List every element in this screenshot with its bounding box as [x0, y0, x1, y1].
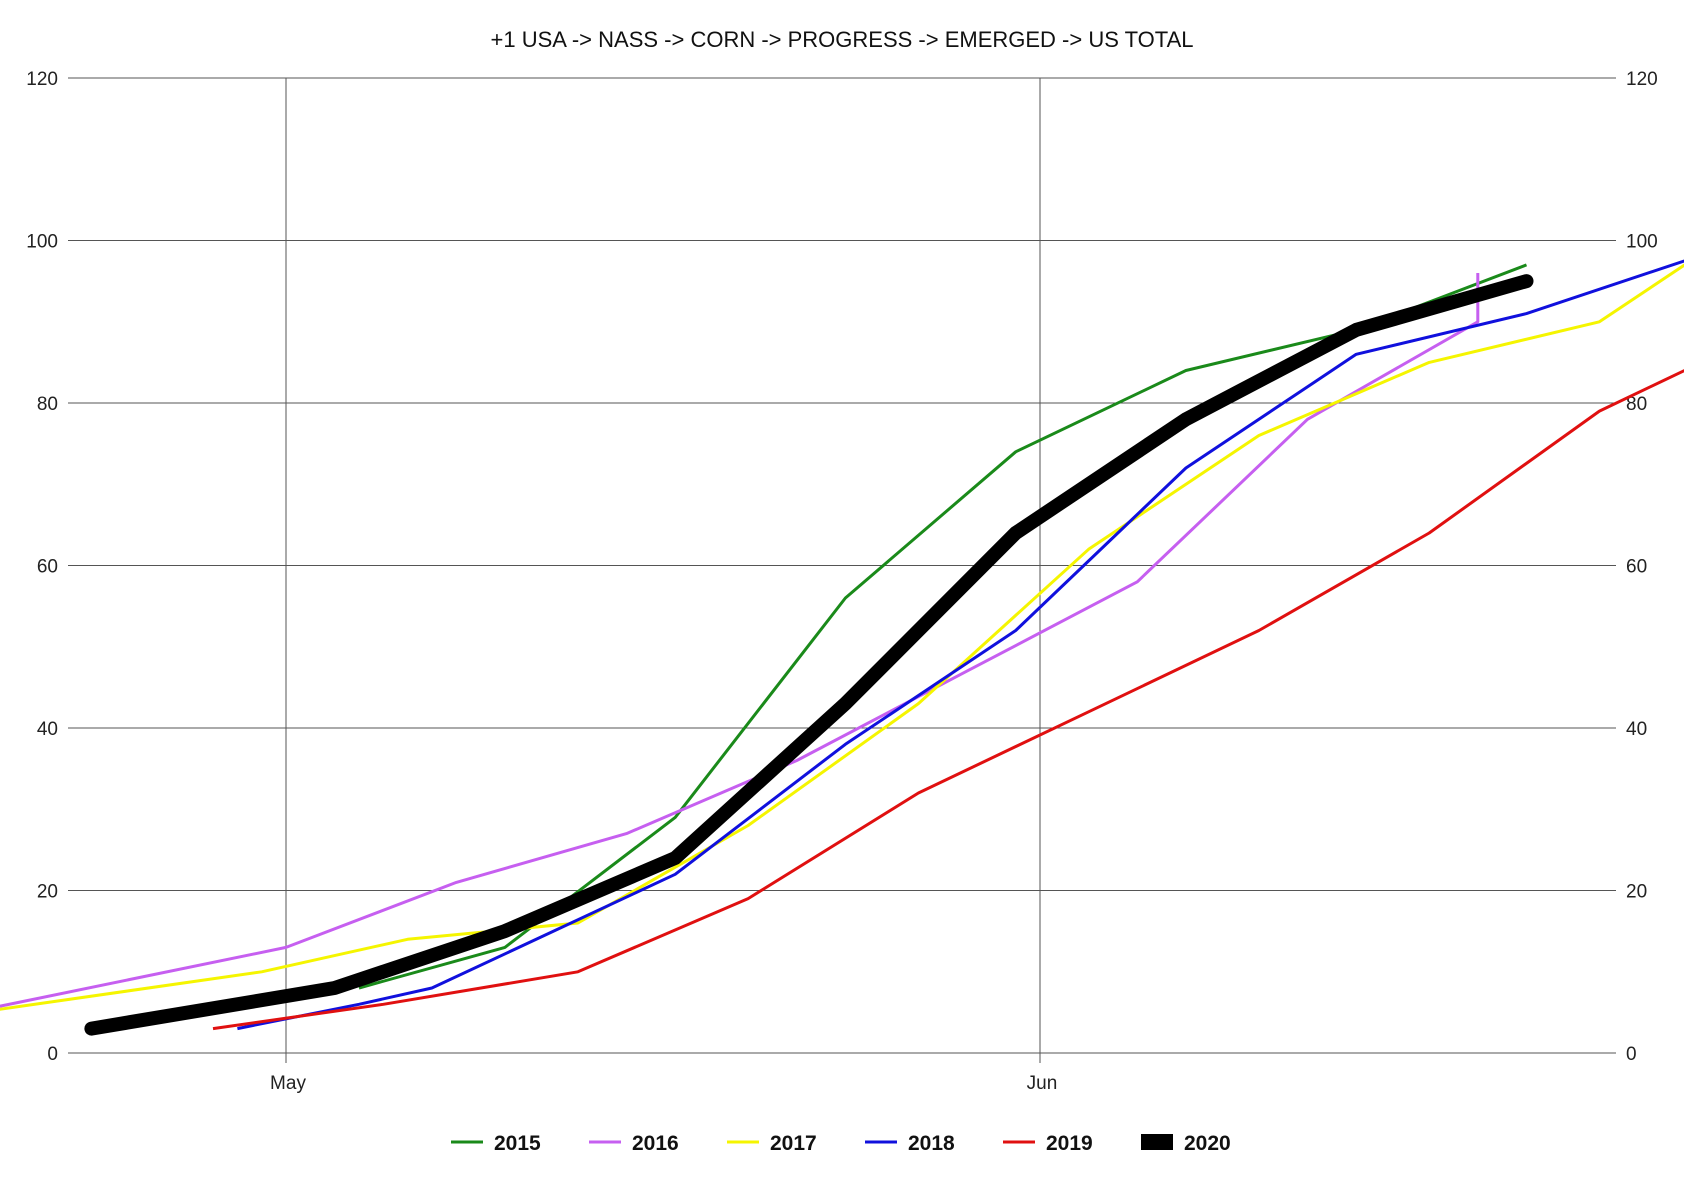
y-tick-label-right: 120 — [1626, 69, 1658, 90]
legend-item-2019: 2019 — [1003, 1132, 1093, 1155]
legend-label: 2017 — [770, 1132, 817, 1155]
y-tick-label-right: 20 — [1626, 882, 1647, 903]
x-tick-label: May — [270, 1073, 306, 1094]
chart-title: +1 USA -> NASS -> CORN -> PROGRESS -> EM… — [491, 27, 1194, 52]
legend: 2015 2016 2017 2018 2019 2020 — [451, 1132, 1231, 1155]
y-tick-label-left: 120 — [26, 69, 58, 90]
y-tick-label-left: 0 — [47, 1044, 58, 1065]
series-line-2019 — [212, 369, 1684, 1031]
y-tick-label-left: 100 — [26, 232, 58, 253]
y-tick-label-right: 60 — [1626, 557, 1647, 578]
legend-label: 2020 — [1184, 1132, 1231, 1155]
y-tick-label-right: 100 — [1626, 232, 1658, 253]
y-tick-label-right: 80 — [1626, 394, 1647, 415]
y-tick-label-left: 40 — [37, 719, 58, 740]
legend-label: 2018 — [908, 1132, 955, 1155]
legend-label: 2019 — [1046, 1132, 1093, 1155]
y-tick-label-right: 40 — [1626, 719, 1647, 740]
legend-item-2016: 2016 — [589, 1132, 679, 1155]
series-line-2018 — [237, 259, 1684, 1031]
grid — [68, 77, 1616, 1063]
legend-item-2015: 2015 — [451, 1132, 541, 1155]
y-tick-label-right: 0 — [1626, 1044, 1637, 1065]
series-line-2016 — [0, 273, 1480, 1008]
y-tick-label-left: 80 — [37, 394, 58, 415]
legend-item-2018: 2018 — [865, 1132, 955, 1155]
series-lines — [0, 259, 1684, 1036]
series-line-2020 — [84, 274, 1534, 1036]
series-line-2017 — [0, 263, 1684, 1011]
legend-label: 2016 — [632, 1132, 679, 1155]
legend-label: 2015 — [494, 1132, 541, 1155]
axes: 0 0 20 20 40 40 60 60 80 80 100 100 120 120 May Jun — [26, 69, 1657, 1094]
series-line-2015 — [358, 263, 1528, 990]
x-tick-label: Jun — [1027, 1073, 1058, 1094]
legend-item-2017: 2017 — [727, 1132, 817, 1155]
y-tick-label-left: 60 — [37, 557, 58, 578]
legend-swatch — [1141, 1134, 1173, 1150]
y-tick-label-left: 20 — [37, 882, 58, 903]
legend-item-2020: 2020 — [1141, 1132, 1231, 1155]
